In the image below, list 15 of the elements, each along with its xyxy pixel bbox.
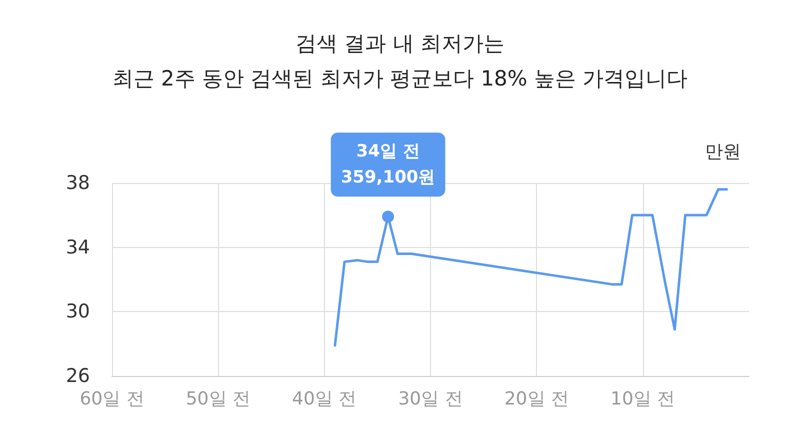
y-tick-label: 34 [66,236,90,258]
x-tick-label: 60일 전 [80,388,144,410]
x-tick-label: 50일 전 [186,388,250,410]
y-tick-label: 26 [66,365,90,387]
x-tick-label: 20일 전 [504,388,569,410]
y-tick-label: 38 [66,172,90,194]
x-tick-label: 30일 전 [398,388,463,410]
line-series [334,188,728,347]
annotation: 34일 전 359,100원 [340,142,436,188]
x-tick-label: 40일 전 [292,388,357,410]
chart-title: 검색 결과 내 최저가는 [295,32,505,56]
x-tick-label: 10일 전 [610,388,676,410]
chart-subtitle: 최근 2주 동안 검색된 최저가 평균보다 18% 높은 가격입니다 [112,66,688,90]
y-tick-label: 30 [66,300,90,323]
y-axis-title: 만원 [705,142,741,162]
